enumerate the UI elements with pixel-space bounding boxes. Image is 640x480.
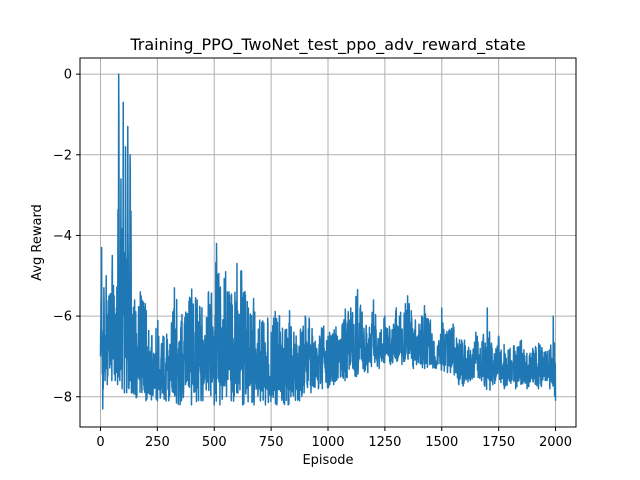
- y-tick-label: −2: [53, 148, 72, 163]
- x-tick-label: 500: [202, 435, 227, 450]
- x-tick-label: 1000: [311, 435, 344, 450]
- x-tick-label: 1500: [425, 435, 458, 450]
- series-layer: [99, 73, 557, 410]
- x-tick-label: 0: [96, 435, 104, 450]
- x-axis: 0 250 500 750 1000 1250 1500 1750 2000: [96, 427, 572, 450]
- x-tick-label: 1250: [368, 435, 401, 450]
- series-line: [99, 73, 557, 410]
- grid: [80, 58, 576, 427]
- y-axis: 0 −2 −4 −6 −8: [53, 68, 80, 405]
- y-tick-label: −8: [53, 390, 72, 405]
- chart-title: Training_PPO_TwoNet_test_ppo_adv_reward_…: [129, 35, 525, 55]
- x-tick-label: 1750: [482, 435, 515, 450]
- y-axis-title: Avg Reward: [30, 204, 45, 281]
- y-tick-label: 0: [64, 68, 72, 83]
- x-tick-label: 750: [259, 435, 284, 450]
- x-tick-label: 250: [145, 435, 170, 450]
- x-axis-title: Episode: [302, 453, 353, 468]
- y-tick-label: −4: [53, 229, 72, 244]
- y-tick-label: −6: [53, 310, 72, 325]
- x-tick-label: 2000: [539, 435, 572, 450]
